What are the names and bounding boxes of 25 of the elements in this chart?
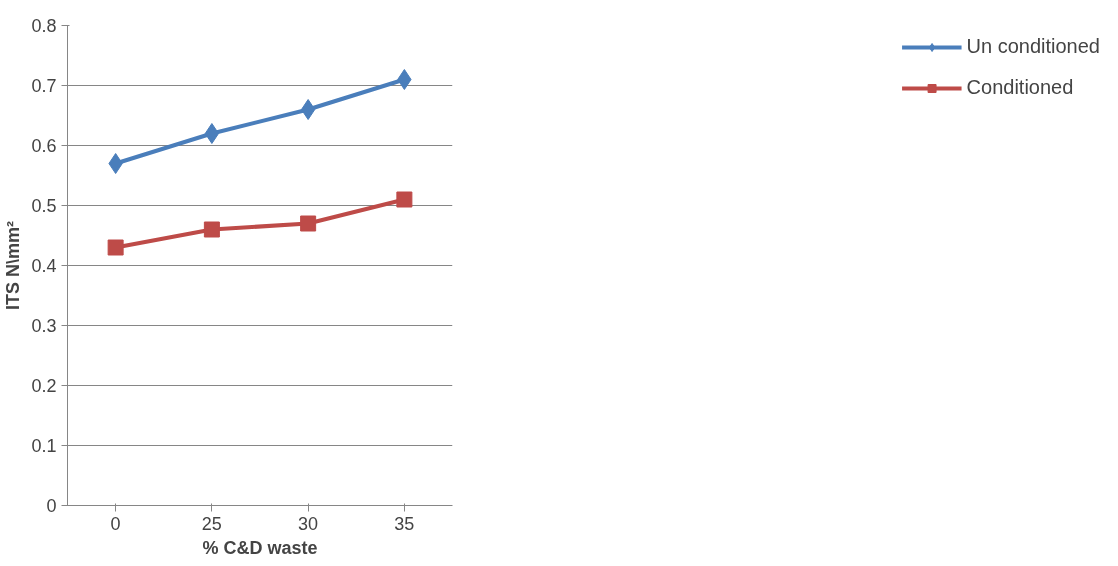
x-tick-label: 35 [394, 513, 415, 534]
point [108, 153, 123, 174]
y-tick-label: 0.8 [31, 16, 57, 36]
point [203, 221, 220, 238]
y-tick-label: 0.2 [31, 376, 57, 396]
point [107, 239, 124, 256]
x-tick-label: 25 [201, 513, 222, 534]
x-tick-label: 0 [110, 513, 121, 534]
y-tick-label: 0.4 [31, 256, 57, 276]
x-axis-title: % C&D waste [202, 537, 318, 558]
legend-label: Conditioned [966, 76, 1074, 99]
y-tick-label: 0 [46, 496, 57, 516]
point [204, 123, 220, 144]
y-axis-title: ITS N\mm² [3, 220, 24, 310]
point [300, 99, 316, 120]
x-tick-label: 30 [298, 513, 319, 534]
y-tick-label: 0.6 [31, 136, 57, 156]
point [397, 69, 412, 90]
legend-label: Un conditioned [966, 35, 1100, 58]
point [300, 215, 317, 232]
y-tick-label: 0.7 [31, 76, 57, 96]
point [396, 191, 413, 208]
y-tick-label: 0.1 [31, 436, 57, 456]
y-tick-label: 0.5 [31, 196, 57, 216]
y-tick-label: 0.3 [31, 316, 57, 336]
